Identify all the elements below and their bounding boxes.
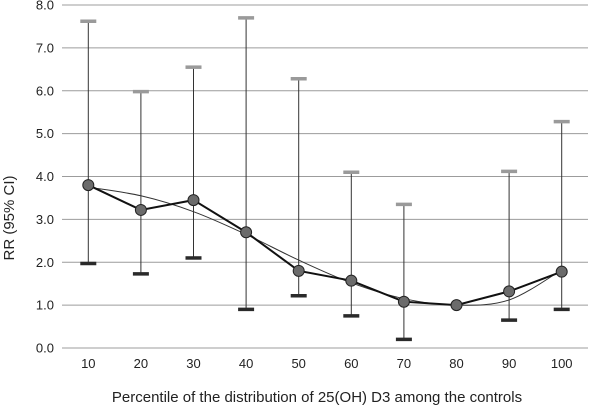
trend-layer <box>88 186 562 306</box>
data-point-1 <box>134 203 147 216</box>
trend-line <box>88 186 562 306</box>
x-tick-label-2: 30 <box>186 356 200 371</box>
y-tick-label-7: 7.0 <box>36 40 54 55</box>
x-tick-labels: 10 20 30 40 50 60 70 80 90 100 <box>81 356 572 371</box>
data-point-6 <box>397 295 410 308</box>
x-tick-label-3: 40 <box>239 356 253 371</box>
y-tick-label-8: 8.0 <box>36 0 54 13</box>
x-tick-label-0: 10 <box>81 356 95 371</box>
data-point-3 <box>240 226 253 239</box>
data-point-2 <box>187 194 200 207</box>
x-tick-label-8: 90 <box>502 356 516 371</box>
errorbar-layer <box>80 16 570 342</box>
line-layer <box>87 184 563 307</box>
y-tick-label-2: 2.0 <box>36 255 54 270</box>
x-axis-label: Percentile of the distribution of 25(OH)… <box>112 389 522 406</box>
x-tick-label-9: 100 <box>551 356 573 371</box>
marker-layer <box>82 179 568 312</box>
data-point-8 <box>503 285 516 298</box>
y-tick-label-5: 5.0 <box>36 126 54 141</box>
data-point-4 <box>292 264 305 277</box>
x-tick-label-5: 60 <box>344 356 358 371</box>
y-tick-label-0: 0.0 <box>36 341 54 356</box>
y-tick-label-6: 6.0 <box>36 83 54 98</box>
x-tick-label-6: 70 <box>397 356 411 371</box>
y-tick-label-3: 3.0 <box>36 212 54 227</box>
data-point-0 <box>82 179 95 192</box>
grid-layer <box>62 4 588 349</box>
series-line <box>87 184 563 307</box>
data-point-5 <box>345 274 358 287</box>
y-tick-label-1: 1.0 <box>36 298 54 313</box>
data-point-7 <box>450 299 463 312</box>
x-tick-label-7: 80 <box>449 356 463 371</box>
y-tick-label-4: 4.0 <box>36 169 54 184</box>
data-point-9 <box>555 265 568 278</box>
y-axis-label: RR (95% CI) <box>1 175 18 260</box>
y-tick-labels: 0.0 1.0 2.0 3.0 4.0 5.0 6.0 7.0 8.0 <box>36 0 54 356</box>
x-tick-label-1: 20 <box>134 356 148 371</box>
x-tick-label-4: 50 <box>291 356 305 371</box>
